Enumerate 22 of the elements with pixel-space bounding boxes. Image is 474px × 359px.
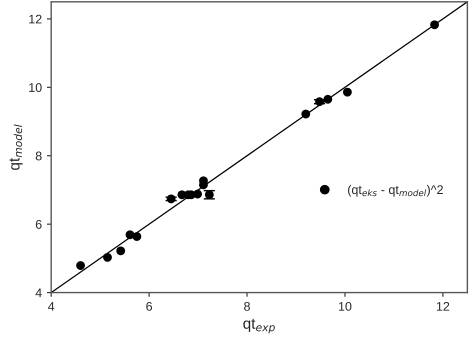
x-tick-label: 4 xyxy=(48,302,54,311)
y-axis-title: qt$_{model}$ xyxy=(10,124,23,170)
legend-label: (qt$_{eks}$ - qt$_{model}$)^2 xyxy=(348,184,443,197)
point xyxy=(193,190,202,198)
point xyxy=(103,252,112,262)
point xyxy=(430,20,439,30)
point xyxy=(116,246,126,256)
x-tick-label: 10 xyxy=(338,302,352,311)
x-tick-label: 12 xyxy=(436,302,450,311)
y-tick-label: 12 xyxy=(29,14,42,24)
point xyxy=(323,94,332,104)
point xyxy=(301,110,310,118)
y-tick-label: 4 xyxy=(36,288,42,298)
point xyxy=(343,88,352,97)
x-tick-label: 6 xyxy=(146,302,152,311)
x-axis-title: qt$_{exp}$ xyxy=(243,318,275,334)
y-tick-label: 10 xyxy=(29,83,42,92)
point xyxy=(132,232,142,241)
y-tick-label: 8 xyxy=(36,152,42,160)
y-tick-label: 6 xyxy=(36,220,42,229)
point xyxy=(76,261,85,270)
x-tick-label: 8 xyxy=(244,302,250,311)
